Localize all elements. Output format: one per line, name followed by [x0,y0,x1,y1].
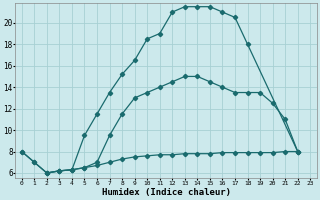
X-axis label: Humidex (Indice chaleur): Humidex (Indice chaleur) [101,188,230,197]
